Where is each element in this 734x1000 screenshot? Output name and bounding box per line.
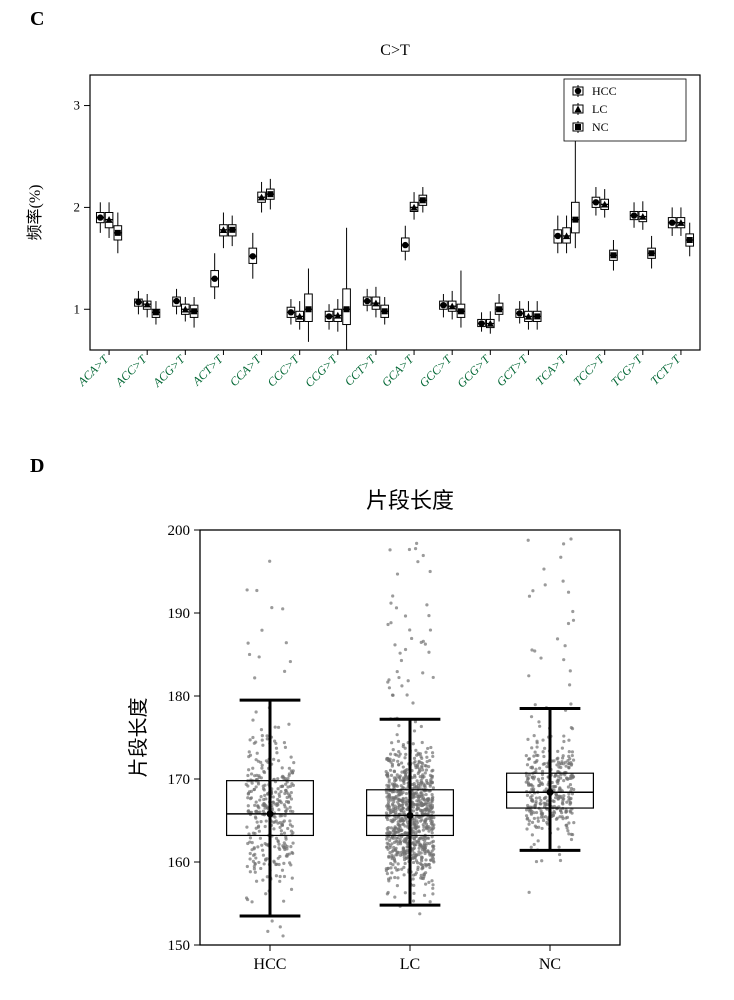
panel-c-xtick: ACA>T <box>74 351 112 389</box>
panel-c-xtick: CCC>T <box>264 351 302 389</box>
panel-c-chart: C>T 1 2 3 频率(%) ACA>TACC>TACG>TACT>TCCA>TCCC>… <box>0 20 734 435</box>
panel-c-xtick: GCG>T <box>454 351 493 390</box>
panel-c-xtick: TCG>T <box>608 351 646 389</box>
panel-c-title: C>T <box>380 42 410 59</box>
panel-d-xtick: LC <box>400 956 420 973</box>
panel-c-xtick: CCT>T <box>342 351 379 388</box>
panel-c-xtick: ACG>T <box>149 351 188 390</box>
panel-c-xtick: TCC>T <box>570 351 607 388</box>
panel-c-xtick: ACT>T <box>189 351 227 389</box>
svg-text:HCC: HCC <box>592 84 617 98</box>
svg-text:2: 2 <box>74 199 81 214</box>
svg-text:3: 3 <box>74 98 81 113</box>
panel-d-xtick: HCC <box>254 956 287 973</box>
panel-d-ylabel: 片段长度 <box>127 698 150 778</box>
panel-c-xtick: TCA>T <box>533 351 570 388</box>
svg-text:160: 160 <box>168 855 191 871</box>
svg-text:1: 1 <box>74 301 81 316</box>
panel-d-title: 片段长度 <box>366 488 454 513</box>
svg-text:200: 200 <box>168 523 191 539</box>
panel-d-chart: 片段长度 150 160 170 180 190 200 片段长度 HCC LC NC <box>0 475 734 985</box>
panel-c-xtick: GCC>T <box>417 351 456 390</box>
svg-text:190: 190 <box>168 606 191 622</box>
svg-text:170: 170 <box>168 772 191 788</box>
panel-c-xtick: CCG>T <box>302 351 341 390</box>
panel-c-ylabel: 频率(%) <box>26 185 44 241</box>
panel-c-xtick: GCT>T <box>494 351 532 389</box>
svg-text:NC: NC <box>592 120 609 134</box>
panel-c-xtick: TCT>T <box>648 351 684 387</box>
panel-c-xtick: ACC>T <box>112 351 150 389</box>
panel-c-xtick: CCA>T <box>227 351 265 389</box>
panel-c-xtick: GCA>T <box>379 351 417 389</box>
svg-text:180: 180 <box>168 689 191 705</box>
svg-text:150: 150 <box>168 938 191 954</box>
svg-text:LC: LC <box>592 102 607 116</box>
panel-d-xtick: NC <box>539 956 561 973</box>
